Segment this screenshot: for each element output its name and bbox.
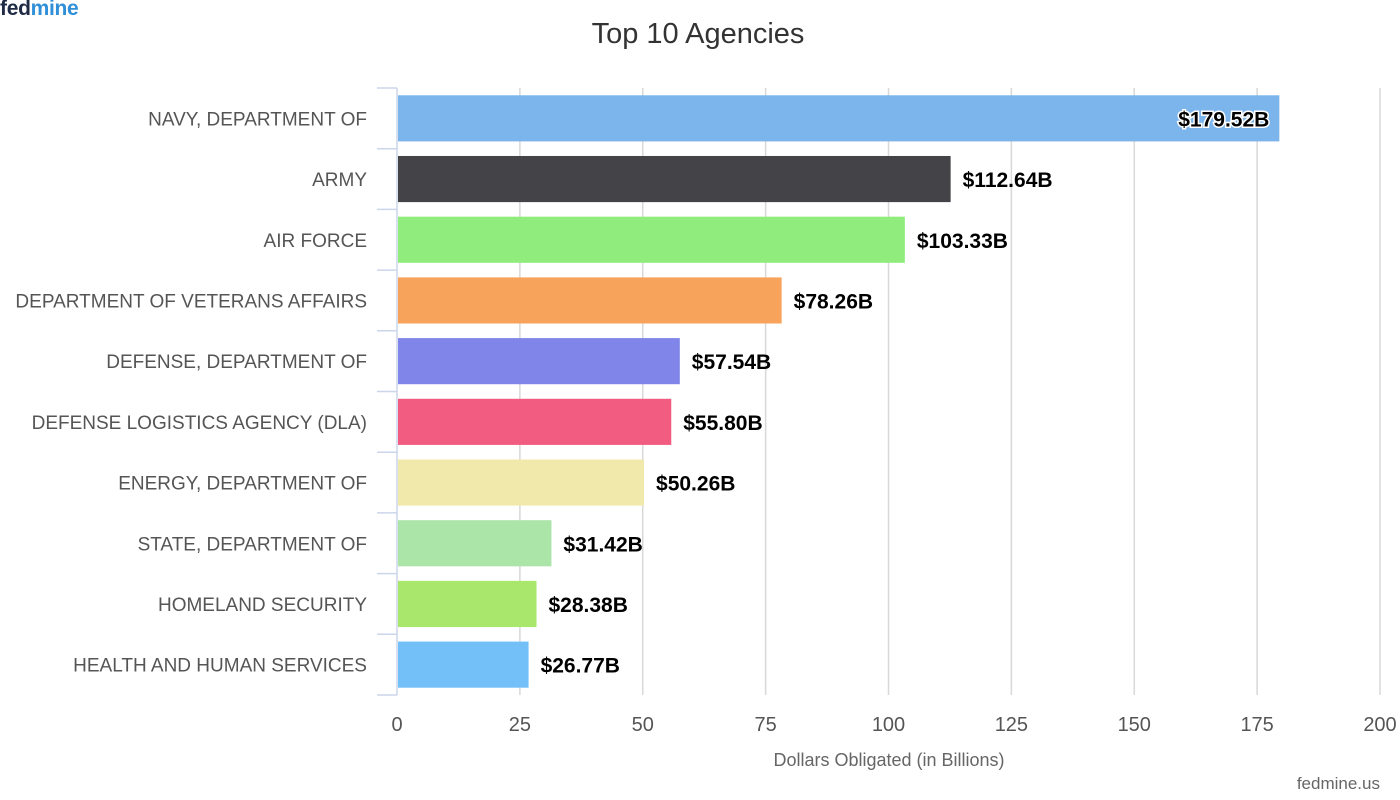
data-label: $31.42B xyxy=(563,533,642,556)
bar[interactable] xyxy=(398,641,529,688)
bar[interactable] xyxy=(398,580,537,628)
data-label: $55.80B xyxy=(683,412,762,435)
category-label: DEFENSE, DEPARTMENT OF xyxy=(106,352,367,373)
data-label: $103.33B xyxy=(917,230,1008,253)
bar[interactable] xyxy=(398,459,645,506)
chart-title: Top 10 Agencies xyxy=(592,18,805,50)
x-tick-label: 200 xyxy=(1363,714,1396,736)
bar[interactable] xyxy=(398,338,680,385)
category-label: ARMY xyxy=(312,170,367,191)
x-tick-label: 75 xyxy=(755,714,777,736)
category-label: DEFENSE LOGISTICS AGENCY (DLA) xyxy=(32,413,367,434)
data-label: $78.26B xyxy=(794,290,873,313)
bar[interactable] xyxy=(398,155,951,203)
category-labels: NAVY, DEPARTMENT OF ARMY AIR FORCE DEPARTME… xyxy=(15,109,367,676)
bars xyxy=(398,95,1280,688)
x-tick-label: 25 xyxy=(509,714,531,736)
category-label: NAVY, DEPARTMENT OF xyxy=(148,109,367,130)
category-label: ENERGY, DEPARTMENT OF xyxy=(118,474,367,495)
data-labels: $179.52B $112.64B $103.33B $78.26B $57.54B $5… xyxy=(541,107,1271,678)
fedmine-logo[interactable]: fedmine xyxy=(0,0,79,21)
bar[interactable] xyxy=(398,95,1280,142)
data-label: $57.54B xyxy=(692,351,771,374)
category-label: DEPARTMENT OF VETERANS AFFAIRS xyxy=(15,291,367,312)
x-tick-label: 125 xyxy=(995,714,1028,736)
data-label: $50.26B xyxy=(656,473,735,496)
credit-link[interactable]: fedmine.us xyxy=(1296,774,1380,793)
x-tick-label: 50 xyxy=(632,714,654,736)
logo-text-mine: mine xyxy=(30,0,79,20)
data-label: $28.38B xyxy=(548,594,627,617)
category-label: HEALTH AND HUMAN SERVICES xyxy=(73,656,367,677)
category-label: STATE, DEPARTMENT OF xyxy=(138,534,367,555)
data-label: $26.77B xyxy=(541,655,620,678)
data-label: $179.52B xyxy=(1178,108,1269,131)
x-tick-label: 150 xyxy=(1118,714,1151,736)
x-tick-label: 100 xyxy=(872,714,905,736)
bar[interactable] xyxy=(398,398,672,445)
x-axis-ticks: 0 25 50 75 100 125 150 175 200 xyxy=(391,714,1396,736)
bar[interactable] xyxy=(398,277,782,324)
x-axis-title: Dollars Obligated (in Billions) xyxy=(773,750,1004,770)
category-label: AIR FORCE xyxy=(264,231,367,252)
logo-text-fed: fed xyxy=(0,0,31,20)
bar[interactable] xyxy=(398,216,905,263)
x-tick-label: 175 xyxy=(1240,714,1273,736)
category-label: HOMELAND SECURITY xyxy=(158,595,367,616)
data-label: $112.64B xyxy=(963,169,1053,192)
x-tick-label: 0 xyxy=(391,714,402,736)
bar[interactable] xyxy=(398,520,552,567)
